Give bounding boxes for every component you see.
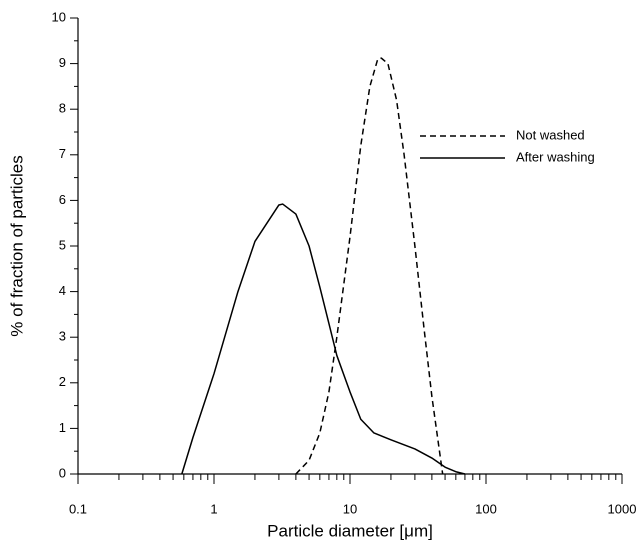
y-tick-label: 1 [59, 420, 66, 435]
x-tick-label: 1 [210, 501, 217, 516]
y-tick-label: 3 [59, 329, 66, 344]
x-tick-label: 0.1 [69, 501, 87, 516]
x-tick-label: 100 [475, 501, 497, 516]
y-tick-label: 10 [52, 9, 66, 24]
y-tick-label: 9 [59, 55, 66, 70]
y-tick-label: 0 [59, 465, 66, 480]
y-tick-label: 7 [59, 146, 66, 161]
y-tick-label: 6 [59, 192, 66, 207]
legend-label: Not washed [516, 127, 585, 142]
legend-label: After washing [516, 149, 595, 164]
line-series [181, 203, 466, 475]
y-tick-label: 5 [59, 237, 66, 252]
y-tick-label: 8 [59, 101, 66, 116]
y-tick-label: 2 [59, 374, 66, 389]
y-tick-label: 4 [59, 283, 66, 298]
x-axis-label: Particle diameter [μm] [267, 521, 433, 540]
x-tick-label: 1000 [608, 501, 637, 516]
y-axis-label: % of fraction of particles [7, 155, 26, 336]
line-series [295, 57, 444, 475]
x-tick-label: 10 [343, 501, 357, 516]
